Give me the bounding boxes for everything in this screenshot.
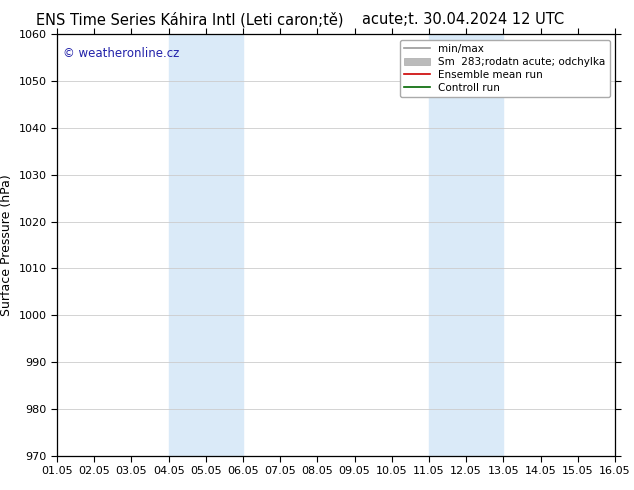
Y-axis label: Surface Pressure (hPa): Surface Pressure (hPa) bbox=[0, 174, 13, 316]
Bar bbox=[429, 34, 503, 456]
Legend: min/max, Sm  283;rodatn acute; odchylka, Ensemble mean run, Controll run: min/max, Sm 283;rodatn acute; odchylka, … bbox=[400, 40, 610, 97]
Bar bbox=[169, 34, 243, 456]
Text: © weatheronline.cz: © weatheronline.cz bbox=[63, 47, 179, 60]
Text: acute;t. 30.04.2024 12 UTC: acute;t. 30.04.2024 12 UTC bbox=[362, 12, 564, 27]
Text: ENS Time Series Káhira Intl (Leti caron;tě): ENS Time Series Káhira Intl (Leti caron;… bbox=[36, 12, 344, 28]
